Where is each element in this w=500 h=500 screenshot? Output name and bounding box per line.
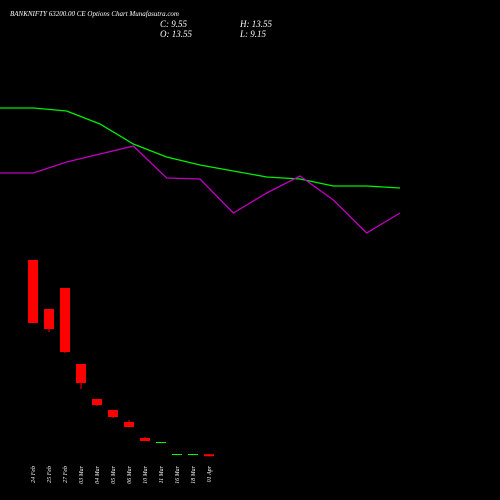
- candle-body: [172, 454, 182, 455]
- x-tick-label: 16 Mar: [175, 465, 181, 483]
- x-tick-label: 24 Feb: [30, 466, 37, 483]
- x-tick-label: 05 Mar: [111, 465, 117, 483]
- x-tick-label: 25 Feb: [47, 466, 53, 483]
- x-tick-label: 06 Mar: [127, 465, 133, 483]
- candle-body: [124, 422, 134, 427]
- info-close: C: 9.55: [160, 19, 188, 29]
- x-tick-label: 18 Mar: [191, 465, 197, 483]
- indicator-line: [0, 107, 401, 189]
- candle-body: [140, 438, 150, 441]
- candle-body: [76, 364, 86, 383]
- info-low: L: 9.15: [239, 29, 267, 39]
- chart-title: BANKNIFTY 63200.00 CE Options Chart Muna…: [10, 10, 179, 18]
- x-tick-label: 04 Mar: [94, 465, 101, 483]
- candle-body: [204, 454, 214, 457]
- candle-body: [60, 288, 70, 352]
- x-tick-label: 11 Mar: [159, 465, 165, 483]
- candle-body: [108, 410, 118, 417]
- x-tick-label: 01 Apr: [207, 465, 213, 482]
- x-tick-label: 27 Feb: [63, 466, 69, 483]
- candle-body: [92, 399, 102, 405]
- indicator-line: [0, 145, 401, 234]
- info-open: O: 13.55: [160, 29, 192, 39]
- x-tick-label: 03 Mar: [79, 465, 85, 483]
- candle-body: [188, 454, 198, 455]
- candle-body: [28, 260, 38, 323]
- candle-body: [156, 442, 166, 443]
- x-tick-label: 10 Mar: [143, 465, 149, 483]
- candle-body: [44, 309, 54, 329]
- info-high: H: 13.55: [239, 19, 272, 29]
